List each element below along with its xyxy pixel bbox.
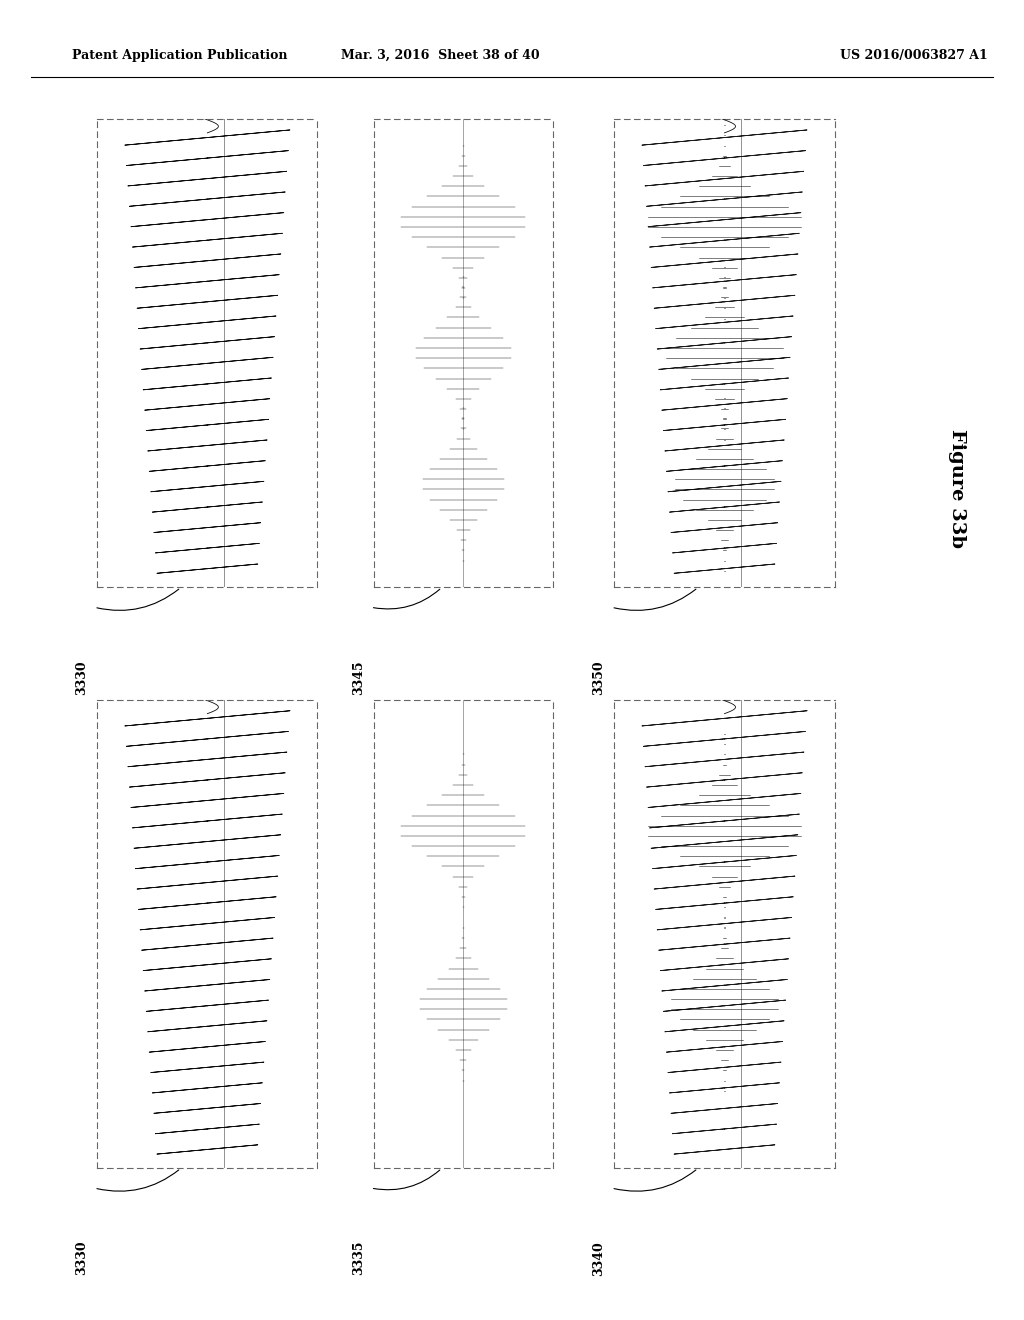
Text: Mar. 3, 2016  Sheet 38 of 40: Mar. 3, 2016 Sheet 38 of 40 [341,49,540,62]
Text: 3350: 3350 [593,660,605,694]
Text: 3330: 3330 [76,1241,88,1275]
Text: Patent Application Publication: Patent Application Publication [72,49,287,62]
Text: 3335: 3335 [352,1241,365,1275]
Text: 3340: 3340 [593,1241,605,1275]
Text: US 2016/0063827 A1: US 2016/0063827 A1 [840,49,987,62]
Text: Figure 33b: Figure 33b [948,429,967,548]
Text: 3345: 3345 [352,660,365,694]
Text: 3330: 3330 [76,660,88,694]
